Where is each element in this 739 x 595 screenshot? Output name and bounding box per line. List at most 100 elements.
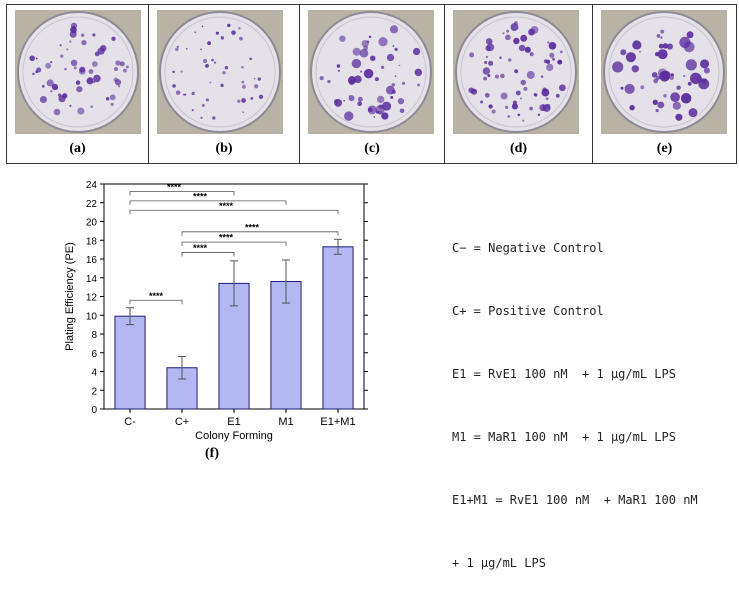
colony — [483, 76, 487, 81]
colony — [41, 85, 45, 88]
y-tick-label: 12 — [86, 293, 98, 304]
colony — [389, 25, 399, 34]
colony — [386, 53, 395, 62]
colony-photo-panels: (a) (b) (c) (d) (e) — [6, 4, 737, 164]
colony — [417, 83, 420, 87]
panel-label-c: (c) — [364, 141, 380, 156]
panel-c: (c) — [300, 5, 445, 163]
colony — [625, 52, 636, 63]
colony — [655, 108, 659, 113]
colony — [547, 41, 550, 44]
colony — [46, 79, 54, 87]
colony — [399, 108, 405, 114]
colony — [703, 67, 710, 74]
colony — [94, 51, 100, 57]
colony — [77, 107, 85, 115]
colony — [558, 60, 562, 64]
significance-label: **** — [167, 182, 182, 192]
colony — [92, 33, 96, 37]
dish-inner-ring — [22, 16, 134, 128]
colony — [122, 68, 127, 73]
colony — [213, 61, 217, 64]
colony — [514, 21, 518, 26]
colony — [517, 113, 521, 117]
colony — [666, 43, 673, 50]
colony — [523, 86, 528, 91]
colony — [239, 36, 243, 41]
colony — [559, 50, 563, 54]
significance-bracket — [181, 231, 339, 236]
colony — [205, 98, 209, 102]
significance-bracket — [181, 241, 287, 247]
colony — [35, 57, 38, 60]
colony — [632, 40, 642, 50]
colony — [115, 60, 121, 66]
bar — [322, 246, 354, 410]
colony — [93, 74, 101, 83]
colony — [470, 88, 478, 95]
colony — [391, 89, 396, 94]
colony — [660, 36, 663, 39]
y-tick-label: 0 — [91, 405, 97, 416]
colony — [529, 52, 534, 57]
x-axis-label: Colony Forming — [195, 430, 273, 442]
colony — [237, 99, 241, 103]
colony — [656, 33, 661, 38]
y-tick-label: 14 — [86, 274, 98, 285]
colony — [555, 93, 560, 98]
colony — [250, 96, 254, 100]
y-tick-label: 18 — [86, 236, 98, 247]
colony — [184, 93, 187, 96]
legend-line: E1 = RvE1 100 nM + 1 μg/mL LPS — [452, 367, 676, 381]
colony — [706, 63, 709, 66]
colony — [110, 102, 114, 106]
colony — [540, 75, 544, 78]
dish-inner-ring — [164, 16, 276, 128]
colony — [412, 47, 421, 56]
colony — [35, 70, 39, 74]
colony — [201, 25, 204, 28]
colony — [90, 105, 94, 108]
colony — [66, 48, 69, 51]
colony — [360, 70, 363, 73]
colony — [500, 92, 508, 100]
colony — [93, 80, 96, 84]
colony — [60, 54, 64, 58]
colony — [80, 33, 85, 37]
colony — [191, 91, 195, 96]
colony — [176, 45, 179, 48]
dish-inner-ring — [460, 16, 572, 128]
colony — [86, 77, 94, 85]
colony — [484, 60, 488, 64]
colony — [172, 84, 176, 88]
colony — [469, 52, 475, 58]
colony — [70, 22, 78, 29]
colony — [505, 34, 511, 41]
colony — [361, 39, 369, 48]
colony — [50, 60, 53, 64]
colony — [111, 36, 116, 41]
colony — [185, 47, 188, 50]
colony — [215, 31, 219, 35]
y-tick-label: 20 — [86, 218, 98, 229]
colony — [81, 40, 87, 46]
colony — [530, 25, 539, 34]
colony — [339, 35, 346, 42]
colony — [333, 99, 339, 104]
colony — [45, 62, 52, 69]
dish-inner-ring — [608, 16, 720, 128]
colony — [363, 68, 374, 79]
colony — [612, 61, 624, 73]
panel-label-a: (a) — [69, 141, 86, 156]
colony — [357, 96, 363, 102]
colony — [683, 41, 695, 53]
colony — [670, 92, 680, 102]
colony — [658, 43, 664, 49]
colony — [510, 23, 519, 32]
colony — [352, 47, 361, 56]
colony — [205, 64, 209, 68]
colony — [125, 65, 129, 69]
colony — [687, 81, 692, 86]
colony — [631, 65, 639, 73]
colony — [375, 110, 379, 114]
